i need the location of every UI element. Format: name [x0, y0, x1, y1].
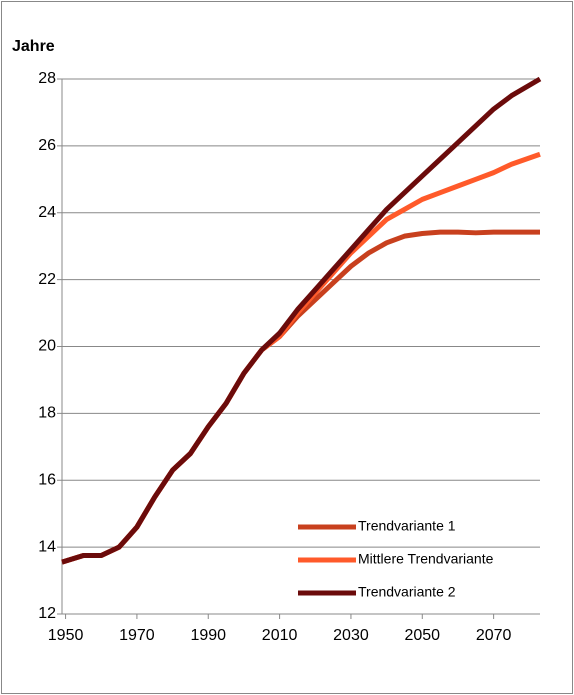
x-tick-label: 1970: [119, 627, 155, 644]
x-tick-label: 2050: [404, 627, 440, 644]
y-tick-label: 12: [38, 605, 56, 622]
y-axis-label: Jahre: [12, 38, 55, 55]
y-tick-label: 24: [38, 204, 56, 221]
y-tick-label: 14: [38, 538, 56, 555]
y-tick-label: 20: [38, 338, 56, 355]
y-tick-label: 18: [38, 405, 56, 422]
x-tick-label: 2010: [262, 627, 298, 644]
y-tick-label: 16: [38, 471, 56, 488]
y-tick-label: 22: [38, 271, 56, 288]
line-series: [61, 76, 542, 565]
y-tick-label: 28: [38, 70, 56, 87]
x-tick-label: 1990: [190, 627, 226, 644]
x-tick-label: 1950: [48, 627, 84, 644]
y-tick-label: 26: [38, 137, 56, 154]
x-tick-label: 2070: [476, 627, 512, 644]
legend-label: Trendvariante 2: [358, 584, 456, 600]
legend-label: Trendvariante 1: [358, 518, 456, 534]
legend-label: Mittlere Trendvariante: [358, 551, 494, 567]
x-tick-label: 2030: [333, 627, 369, 644]
